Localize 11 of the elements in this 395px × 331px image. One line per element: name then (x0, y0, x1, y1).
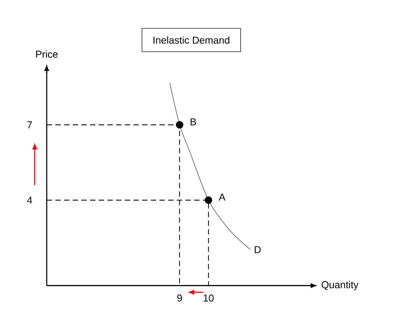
y-tick-label: 7 (27, 121, 32, 128)
x-tick-label: 9 (177, 294, 182, 302)
x-axis-title: Quantity (322, 280, 358, 290)
x-tick-label: 10 (204, 294, 214, 302)
chart-title: Inelastic Demand (154, 36, 230, 44)
y-tick-label: 4 (27, 196, 32, 204)
annotation: A (218, 194, 226, 201)
line-series (170, 82, 251, 250)
series-label: D (254, 246, 261, 254)
y-axis-title: Price (36, 50, 58, 58)
annotation: B (190, 118, 196, 126)
